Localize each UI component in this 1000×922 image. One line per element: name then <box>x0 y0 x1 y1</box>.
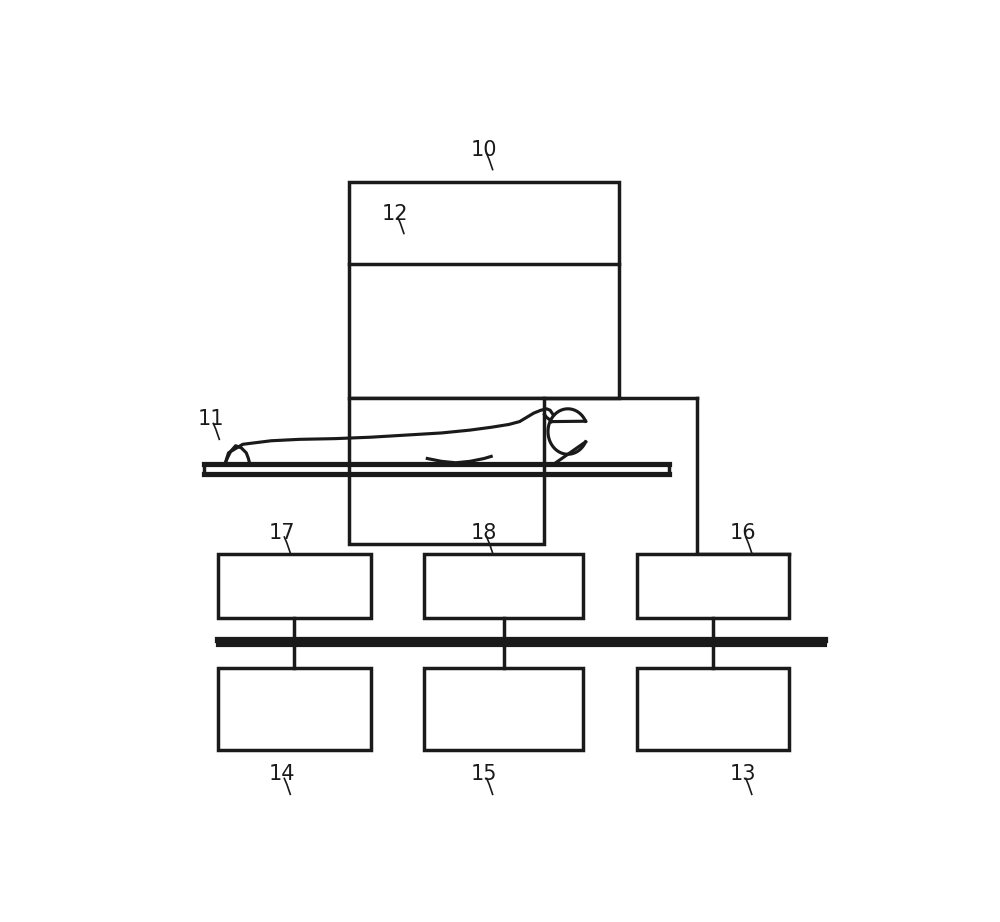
Text: 12: 12 <box>382 204 409 223</box>
Text: 11: 11 <box>198 409 224 430</box>
Text: 10: 10 <box>471 140 497 160</box>
Bar <box>424 668 583 750</box>
Bar <box>349 398 544 544</box>
Text: 17: 17 <box>269 523 295 543</box>
Text: 18: 18 <box>471 523 497 543</box>
Bar <box>218 668 371 750</box>
Text: 13: 13 <box>730 764 756 785</box>
Bar <box>424 554 583 619</box>
Text: 16: 16 <box>730 523 757 543</box>
Bar <box>349 182 619 398</box>
Bar <box>218 554 371 619</box>
Text: 14: 14 <box>269 764 295 785</box>
Text: 15: 15 <box>471 764 497 785</box>
Bar <box>637 554 789 619</box>
Bar <box>637 668 789 750</box>
